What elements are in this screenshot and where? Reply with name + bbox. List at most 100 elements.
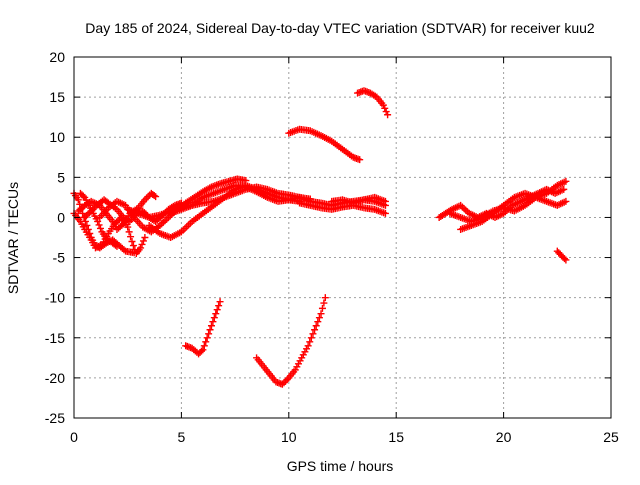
chart-title: Day 185 of 2024, Sidereal Day-to-day VTE… [85, 20, 595, 36]
data-point [317, 310, 325, 318]
data-point [321, 294, 329, 302]
data-point [79, 192, 87, 200]
data-point [112, 241, 120, 249]
data-point [79, 209, 87, 217]
series-arc-q [446, 193, 570, 225]
data-point [278, 380, 286, 388]
data-point [124, 216, 132, 224]
data-point [280, 379, 288, 387]
series-arc-d [74, 189, 160, 233]
data-point [315, 314, 323, 322]
data-point [215, 302, 223, 310]
data-point [94, 217, 102, 225]
data-point [118, 221, 126, 229]
plot-frame [73, 56, 612, 419]
data-point [202, 338, 210, 346]
series-arc-n [182, 298, 224, 358]
x-tick-label: 15 [388, 429, 404, 445]
data-point [381, 197, 389, 205]
data-point [562, 177, 570, 185]
x-tick-label: 10 [281, 429, 297, 445]
data-point [74, 196, 82, 204]
data-point [312, 322, 320, 330]
data-point [216, 298, 224, 306]
data-point [127, 233, 135, 241]
data-point [96, 224, 104, 232]
data-point [86, 209, 94, 217]
data-point [384, 111, 392, 119]
data-point [282, 377, 290, 385]
series-arc-r [457, 177, 570, 233]
y-axis-label: SDTVAR / TECUs [5, 182, 21, 294]
series-arc-s [553, 247, 570, 264]
series-arc-m [354, 87, 392, 119]
data-point [356, 156, 364, 164]
data-point [562, 197, 570, 205]
data-point [141, 196, 149, 204]
data-point [381, 209, 389, 217]
data-point [200, 342, 208, 350]
y-tick-label: -5 [53, 250, 66, 266]
data-point [203, 334, 211, 342]
y-tick-label: -10 [45, 290, 65, 306]
data-point [314, 318, 322, 326]
data-point [206, 326, 214, 334]
data-point [81, 213, 89, 221]
data-point [83, 221, 91, 229]
series-arc-o [253, 294, 329, 388]
data-point [95, 242, 103, 250]
data-point [124, 223, 132, 231]
data-point [209, 318, 217, 326]
data-point [82, 212, 90, 220]
data-point [152, 193, 160, 201]
data-point [462, 206, 470, 214]
y-tick-label: 0 [57, 209, 65, 225]
data-point [96, 242, 104, 250]
data-layer [70, 87, 570, 388]
x-tick-label: 5 [178, 429, 186, 445]
x-axis-label: GPS time / hours [287, 458, 394, 474]
data-point [141, 234, 149, 241]
data-point [144, 193, 152, 201]
y-tick-label: 20 [49, 49, 65, 65]
data-point [113, 242, 121, 250]
y-tick-label: 5 [57, 169, 65, 185]
data-point [283, 375, 291, 383]
tick-layer: 0 5 10 15 20 25 -25 -20 -15 -10 -5 0 5 10 15 20 [45, 49, 619, 445]
data-point [139, 237, 147, 245]
data-point [125, 228, 133, 236]
y-tick-label: -25 [45, 410, 65, 426]
data-point [382, 108, 390, 116]
x-tick-label: 0 [70, 429, 78, 445]
y-tick-label: 15 [49, 89, 65, 105]
data-point [562, 256, 570, 264]
series-arc-k [328, 193, 389, 207]
grid [74, 57, 611, 418]
data-point [458, 203, 466, 211]
data-point [213, 306, 221, 314]
data-point [90, 204, 98, 212]
data-point [560, 255, 568, 263]
series-arc-j [296, 199, 389, 217]
data-point [309, 330, 317, 338]
data-point [91, 244, 99, 252]
data-point [560, 185, 568, 193]
data-point [89, 205, 97, 213]
data-point [207, 322, 215, 330]
data-point [142, 194, 150, 202]
data-point [311, 326, 319, 334]
data-point [114, 217, 122, 225]
data-point [150, 192, 158, 200]
y-tick-label: -15 [45, 330, 65, 346]
data-point [306, 338, 314, 346]
data-point [129, 242, 137, 250]
data-point [87, 207, 95, 215]
data-point [138, 240, 146, 248]
y-tick-label: -20 [45, 370, 65, 386]
data-point [381, 104, 389, 112]
data-point [84, 210, 92, 218]
data-point [379, 101, 387, 109]
data-point [304, 342, 312, 350]
